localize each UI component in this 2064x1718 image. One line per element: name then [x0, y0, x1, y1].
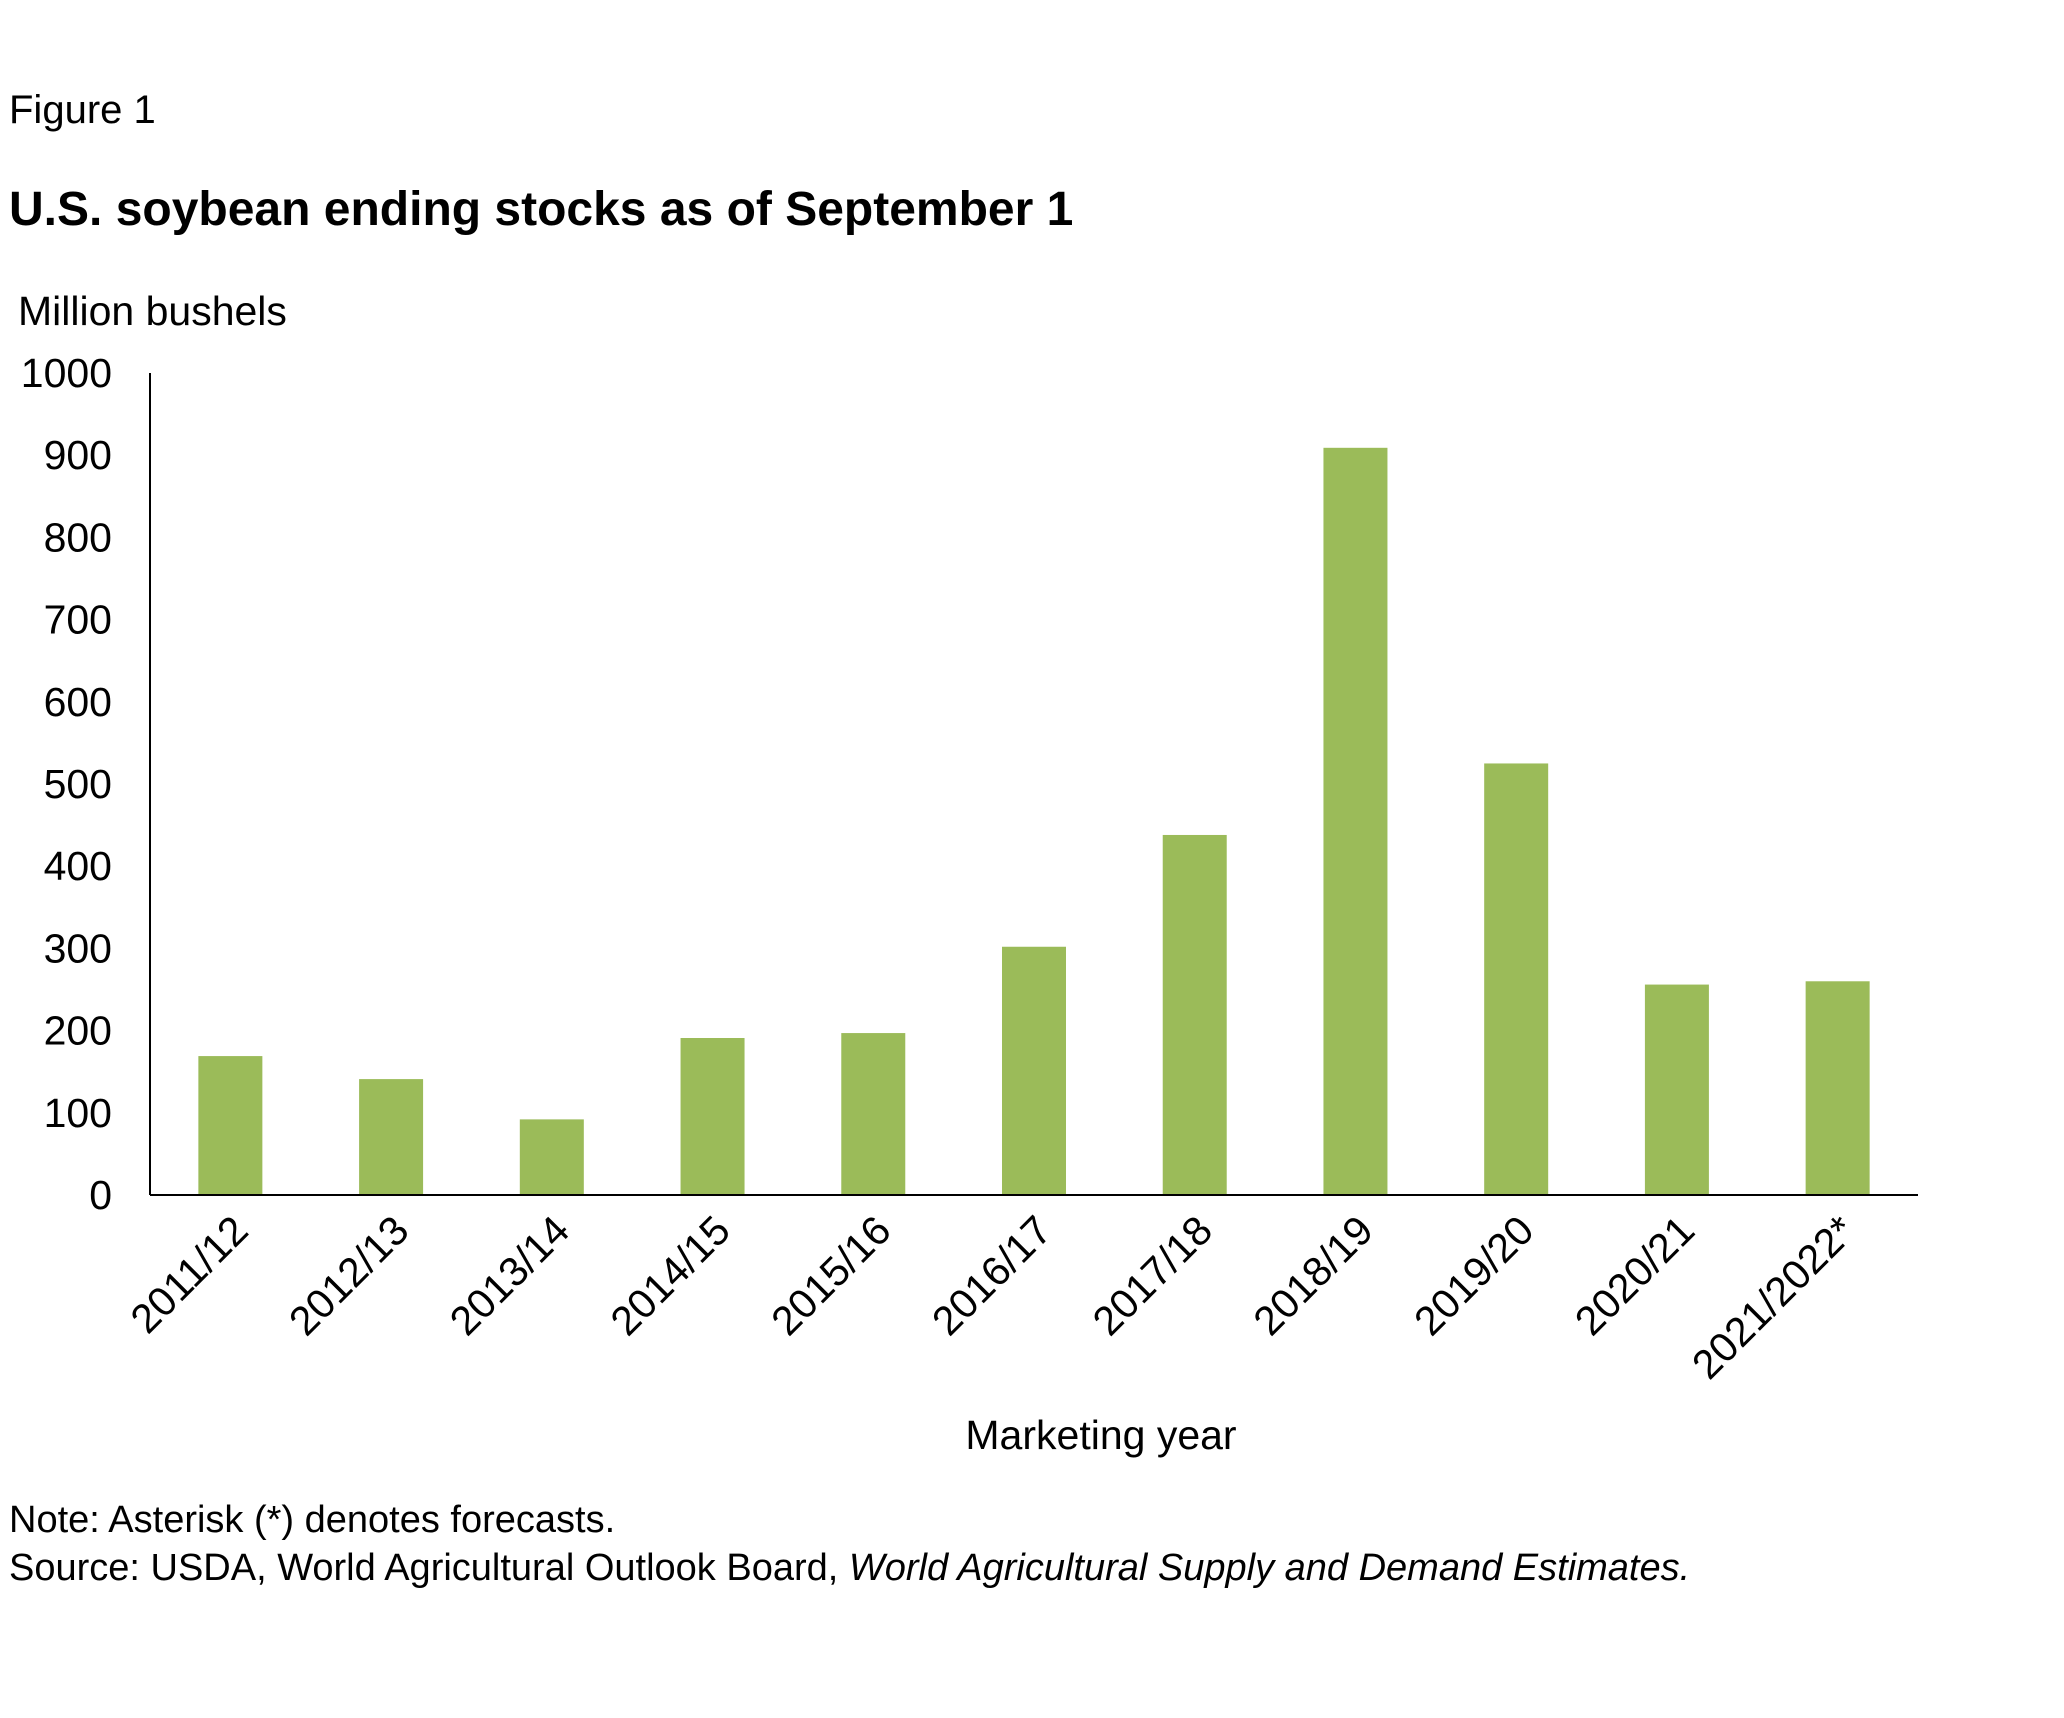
- bar: [841, 1033, 906, 1195]
- x-tick-label: 2012/13: [280, 1207, 417, 1344]
- x-tick-label: 2013/14: [441, 1207, 578, 1344]
- footnote-note: Note: Asterisk (*) denotes forecasts.: [9, 1499, 616, 1541]
- y-tick-label: 1000: [21, 350, 112, 396]
- bar: [1644, 984, 1709, 1195]
- y-tick-label: 100: [44, 1090, 112, 1136]
- footnote-source: Source: USDA, World Agricultural Outlook…: [9, 1544, 1690, 1592]
- figure-label: Figure 1: [9, 88, 156, 132]
- x-axis-label: Marketing year: [965, 1412, 1236, 1458]
- x-axis-ticks: 2011/12 2012/13 2013/14 2014/15 2015/16 2016/…: [122, 1207, 1864, 1388]
- y-tick-label: 200: [44, 1008, 112, 1054]
- y-tick-label: 900: [44, 432, 112, 478]
- bar: [198, 1056, 263, 1195]
- bars: [198, 447, 1870, 1195]
- bar: [680, 1037, 745, 1195]
- x-tick-label: 2017/18: [1084, 1207, 1221, 1344]
- x-tick-label: 2020/21: [1566, 1207, 1703, 1344]
- y-tick-label: 300: [44, 925, 112, 971]
- bar: [359, 1079, 424, 1195]
- bar: [519, 1119, 584, 1195]
- x-tick-label: 2018/19: [1244, 1207, 1381, 1344]
- y-axis-ticks: 0 100 200 300 400 500 600 700 800 900 1000: [21, 350, 112, 1218]
- source-title: World Agricultural Supply and Demand Est…: [848, 1547, 1691, 1589]
- bar: [1484, 763, 1549, 1195]
- y-tick-label: 600: [44, 679, 112, 725]
- bar: [1323, 447, 1388, 1195]
- y-tick-label: 0: [89, 1172, 112, 1218]
- x-tick-label: 2016/17: [923, 1207, 1060, 1344]
- x-tick-label: 2011/12: [122, 1207, 257, 1342]
- y-tick-label: 500: [44, 761, 112, 807]
- x-tick-label: 2015/16: [762, 1207, 899, 1344]
- source-prefix: Source: USDA, World Agricultural Outlook…: [9, 1547, 849, 1589]
- y-axis-label: Million bushels: [18, 288, 287, 334]
- bar: [1002, 946, 1066, 1195]
- x-tick-label: 2021/2022*: [1683, 1207, 1864, 1388]
- y-tick-label: 400: [44, 843, 112, 889]
- y-tick-label: 700: [44, 597, 112, 643]
- bar: [1805, 981, 1870, 1195]
- x-tick-label: 2019/20: [1405, 1207, 1542, 1344]
- chart-title: U.S. soybean ending stocks as of Septemb…: [9, 183, 1074, 236]
- bar: [1162, 834, 1227, 1195]
- y-tick-label: 800: [44, 514, 112, 560]
- bar-chart: Million bushels 0 100 200 300 400 500 600 700 80…: [18, 288, 1918, 1458]
- x-tick-label: 2014/15: [602, 1207, 739, 1344]
